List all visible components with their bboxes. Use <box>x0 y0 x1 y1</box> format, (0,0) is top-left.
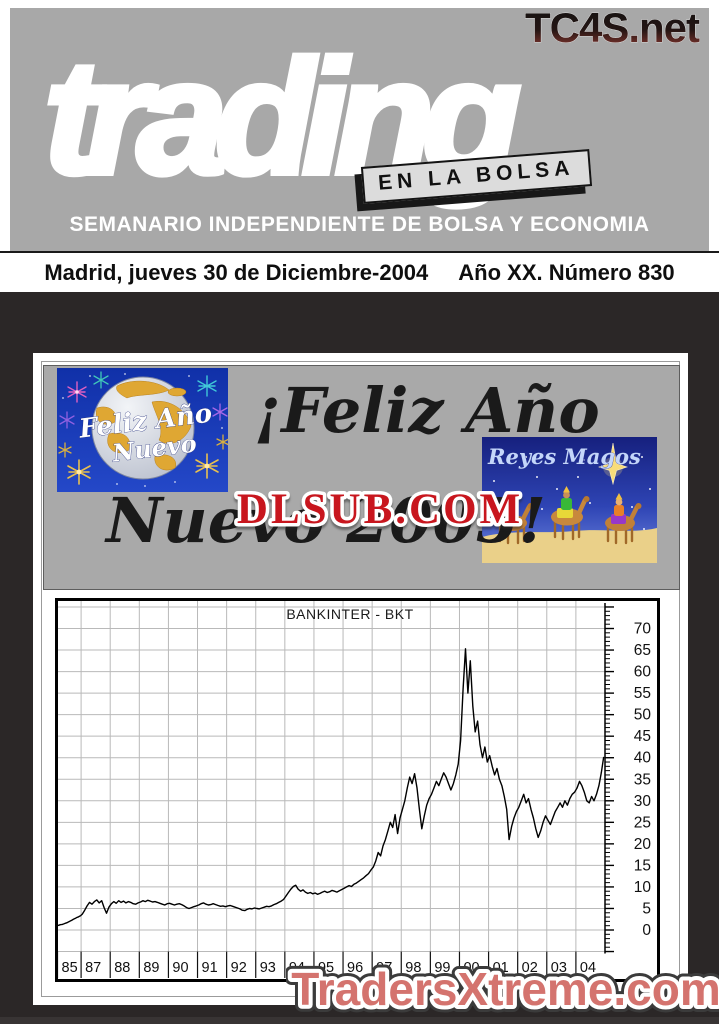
svg-text:96: 96 <box>347 960 363 976</box>
svg-text:15: 15 <box>634 857 651 874</box>
greeting-section: Feliz Año Nuevo ¡Feliz Año Nuevo 2005! D… <box>43 365 680 590</box>
svg-text:89: 89 <box>143 960 159 976</box>
masthead: TC4S.net trading EN LA BOLSA SEMANARIO I… <box>10 4 709 251</box>
svg-text:02: 02 <box>522 960 538 976</box>
svg-text:25: 25 <box>634 814 651 831</box>
svg-text:65: 65 <box>634 642 651 659</box>
svg-text:10: 10 <box>634 879 652 896</box>
masthead-subtitle: SEMANARIO INDEPENDIENTE DE BOLSA Y ECONO… <box>69 213 650 236</box>
svg-text:87: 87 <box>85 960 101 976</box>
svg-text:BANKINTER - BKT: BANKINTER - BKT <box>286 606 413 622</box>
svg-text:99: 99 <box>434 960 450 976</box>
reyes-magos-image: Reyes Magos <box>482 437 657 563</box>
svg-text:03: 03 <box>551 960 567 976</box>
svg-text:30: 30 <box>634 793 652 810</box>
svg-text:94: 94 <box>289 960 305 976</box>
bankinter-chart-svg: 85 87 88 89 90 91 92 93 94 95 96 97 98 99 00 01 02 03 04 70… <box>55 598 660 982</box>
svg-text:90: 90 <box>172 960 188 976</box>
page-body: Feliz Año Nuevo ¡Feliz Año Nuevo 2005! D… <box>0 292 719 1024</box>
svg-text:55: 55 <box>634 685 651 702</box>
svg-text:92: 92 <box>231 960 247 976</box>
bottom-edge-strip <box>0 1017 719 1024</box>
content-panel: Feliz Año Nuevo ¡Feliz Año Nuevo 2005! D… <box>33 353 688 1005</box>
fireworks <box>58 371 228 487</box>
svg-text:35: 35 <box>634 771 651 788</box>
reyes-magos-title: Reyes Magos <box>487 444 641 469</box>
dateline-strip: Madrid, jueves 30 de Diciembre-2004 Año … <box>0 251 719 292</box>
svg-text:40: 40 <box>634 750 652 767</box>
bankinter-chart: 85 87 88 89 90 91 92 93 94 95 96 97 98 99 00 01 02 03 04 70… <box>55 598 660 982</box>
dateline-issue: Año XX. Número 830 <box>458 259 675 285</box>
sand-ground <box>482 528 657 563</box>
tx-outline-white: TradersXtreme.com <box>291 963 719 1015</box>
svg-text:98: 98 <box>405 960 421 976</box>
greeting-line-2: Nuevo 2005! <box>106 484 546 557</box>
svg-text:00: 00 <box>463 960 479 976</box>
globe-continents <box>95 380 192 471</box>
tx-text: TradersXtreme.com <box>291 963 719 1015</box>
svg-text:01: 01 <box>493 960 509 976</box>
tx-outline-dark: TradersXtreme.com <box>291 963 719 1015</box>
svg-text:0: 0 <box>642 922 651 939</box>
svg-text:95: 95 <box>318 960 334 976</box>
svg-text:20: 20 <box>634 836 652 853</box>
dlsub-text: DLSUB.COM <box>237 486 523 533</box>
feliz-ano-nuevo-image: Feliz Año Nuevo <box>57 368 228 492</box>
tc4s-text: TC4S.net <box>525 4 700 51</box>
svg-text:88: 88 <box>114 960 130 976</box>
svg-text:97: 97 <box>376 960 392 976</box>
svg-text:85: 85 <box>62 960 78 976</box>
svg-text:04: 04 <box>580 960 596 976</box>
svg-text:50: 50 <box>634 707 652 724</box>
three-kings <box>497 486 642 545</box>
bethlehem-star <box>598 442 628 486</box>
svg-text:70: 70 <box>634 621 652 638</box>
svg-text:91: 91 <box>202 960 218 976</box>
svg-text:5: 5 <box>642 900 651 917</box>
svg-text:60: 60 <box>634 664 652 681</box>
tc4s-watermark: TC4S.net <box>525 4 702 52</box>
dlsub-watermark: DLSUB.COM <box>233 483 523 537</box>
dateline-date: Madrid, jueves 30 de Diciembre-2004 <box>44 259 429 285</box>
greeting-line-1: ¡Feliz Año <box>254 374 600 447</box>
svg-text:93: 93 <box>260 960 276 976</box>
svg-text:45: 45 <box>634 728 651 745</box>
tradersxtreme-watermark: TradersXtreme.com TradersXtreme.com Trad… <box>286 960 719 1022</box>
